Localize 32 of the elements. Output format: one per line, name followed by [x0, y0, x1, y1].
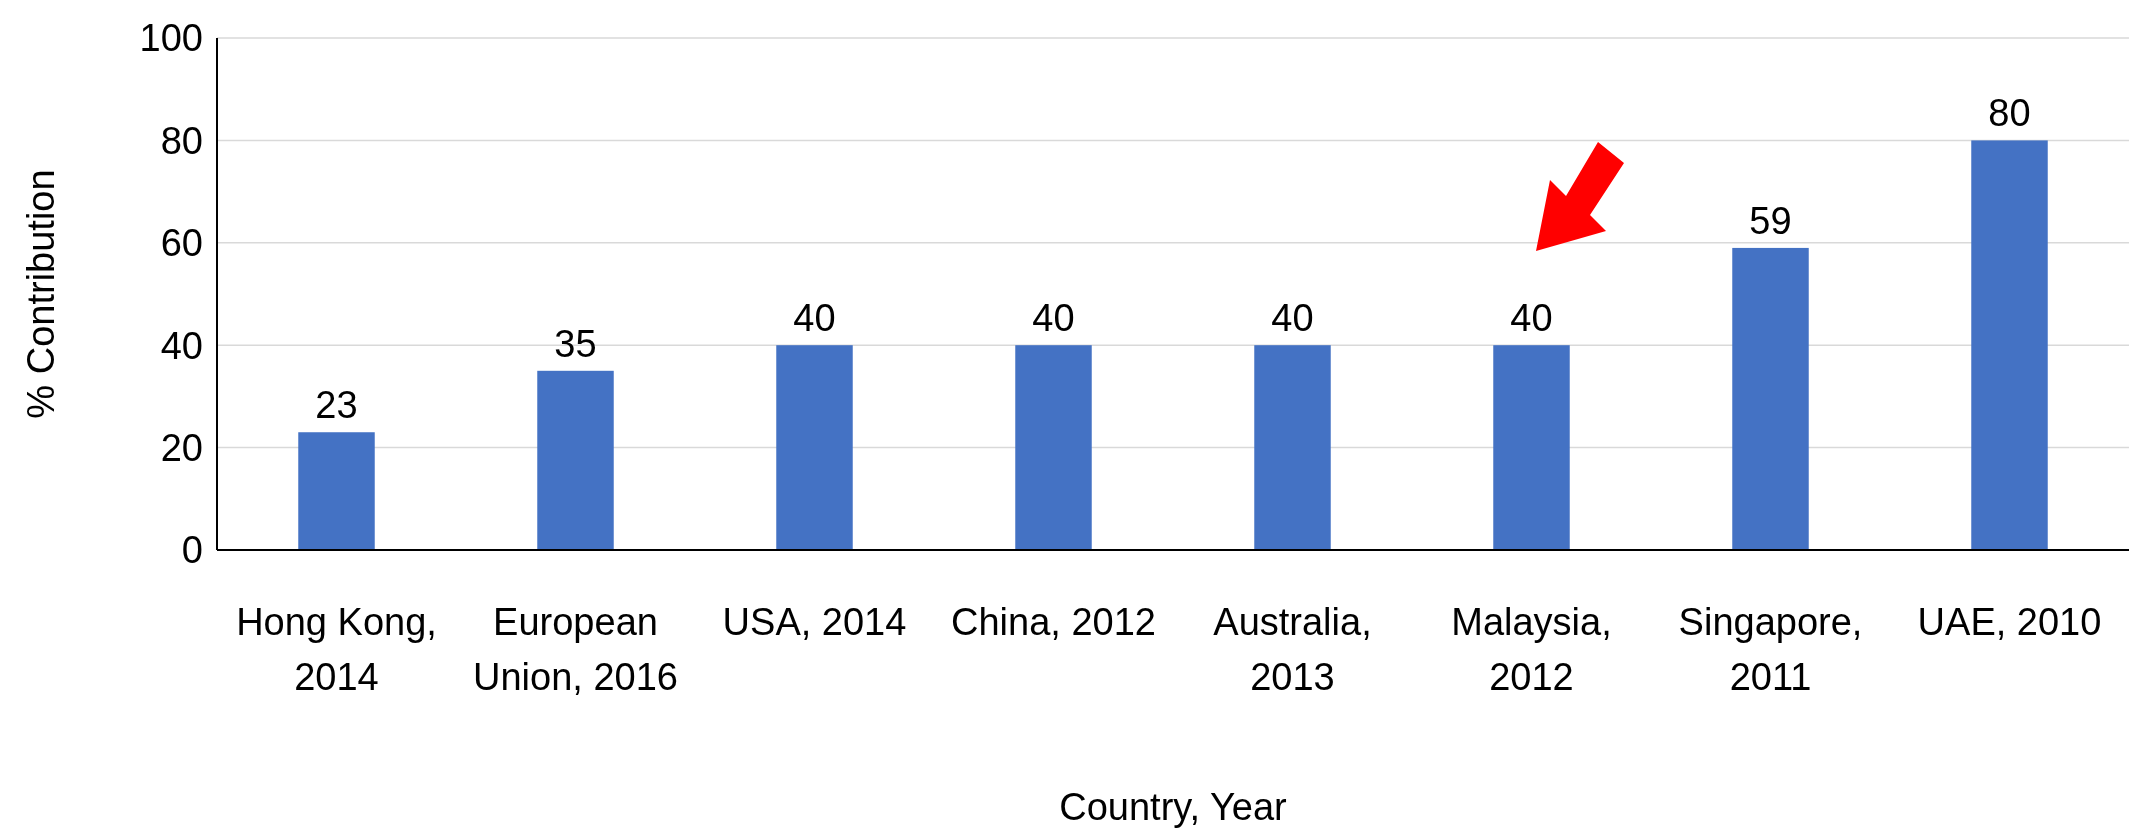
data-label: 59	[1749, 199, 1792, 242]
data-label: 40	[1032, 297, 1075, 340]
y-tick-label: 80	[160, 119, 203, 162]
y-tick-label: 20	[160, 426, 203, 469]
bar	[1971, 140, 2048, 550]
y-tick-label: 60	[160, 222, 203, 265]
data-label: 40	[793, 297, 836, 340]
y-tick-label: 0	[181, 529, 203, 572]
x-tick-label: Singapore, 2011	[1678, 601, 1863, 698]
x-tick-label: UAE, 2010	[1917, 601, 2102, 643]
bar	[1493, 345, 1570, 550]
x-tick-label: Australia, 2013	[1213, 601, 1372, 698]
data-label: 35	[554, 322, 597, 365]
x-axis-title: Country, Year	[1059, 786, 1288, 828]
bar	[1732, 247, 1809, 550]
data-label: 40	[1271, 297, 1314, 340]
data-label: 23	[315, 384, 358, 427]
x-tick-label: USA, 2014	[722, 601, 907, 643]
data-label: 80	[1988, 92, 2031, 135]
x-tick-label: China, 2012	[951, 601, 1156, 643]
x-tick-label: Malaysia, 2012	[1451, 601, 1612, 698]
bar	[1015, 345, 1092, 550]
bar	[537, 370, 614, 550]
bar	[776, 345, 853, 550]
x-tick-label: European Union, 2016	[473, 601, 678, 698]
y-tick-label: 100	[139, 17, 203, 60]
data-label: 40	[1510, 297, 1553, 340]
y-tick-label: 40	[160, 324, 203, 367]
bar	[298, 432, 375, 550]
y-axis-title: % Contribution	[20, 169, 62, 419]
x-tick-label: Hong Kong, 2014	[236, 601, 437, 698]
bar	[1254, 345, 1331, 550]
